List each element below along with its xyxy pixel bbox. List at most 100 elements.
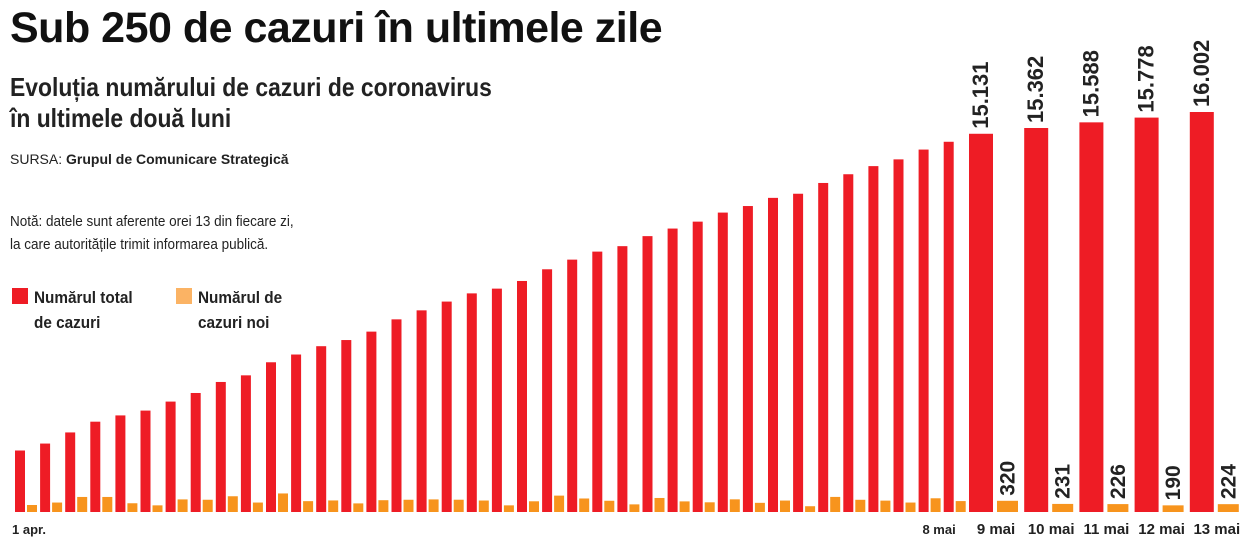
bar-new — [453, 499, 464, 512]
bar-new — [579, 498, 590, 512]
bar-new — [52, 502, 63, 512]
bar-new — [880, 500, 891, 512]
x-tick-label: 13 mai — [1193, 521, 1240, 538]
note-block: Notă: datele sunt aferente orei 13 din f… — [10, 210, 294, 256]
bar-total — [140, 410, 151, 512]
subtitle-line-1: Evoluția numărului de cazuri de coronavi… — [10, 72, 492, 102]
bar-total — [517, 280, 527, 512]
bar-new — [604, 500, 615, 512]
bar-total — [190, 392, 201, 512]
bar-total — [240, 375, 251, 512]
bar-total — [717, 212, 728, 512]
bar-total — [692, 221, 703, 512]
bar-total — [441, 301, 452, 512]
x-tick-label: 12 mai — [1138, 521, 1185, 538]
chart-subtitle: Evoluția numărului de cazuri de coronavi… — [10, 72, 492, 134]
bar-total — [391, 319, 402, 512]
bar-total — [466, 293, 477, 512]
bar-new — [278, 493, 288, 512]
bar-total — [667, 228, 678, 512]
x-tick-label: 8 mai — [922, 522, 955, 537]
bar-total — [90, 421, 101, 512]
bar-new — [780, 500, 790, 512]
bar-total — [567, 259, 578, 512]
bar-new — [1107, 504, 1129, 512]
bar-new — [997, 500, 1018, 512]
bar-new — [729, 499, 740, 512]
data-label-total: 16.002 — [1189, 40, 1214, 107]
subtitle-line-2: în ultimele două luni — [10, 103, 232, 133]
bar-total — [215, 381, 226, 512]
bar-total — [1024, 127, 1049, 513]
bar-new — [830, 496, 841, 512]
chart-title: Sub 250 de cazuri în ultimele zile — [10, 4, 663, 52]
bar-new — [353, 503, 364, 512]
bar-total — [15, 450, 25, 512]
source-name: Grupul de Comunicare Strategică — [66, 151, 289, 167]
legend-total: Numărul total de cazuri — [12, 285, 144, 335]
data-label-new: 190 — [1162, 465, 1185, 500]
bar-new — [805, 506, 816, 512]
data-label-total: 15.588 — [1078, 50, 1103, 117]
x-tick-label: 10 mai — [1028, 521, 1075, 538]
bar-new — [930, 498, 941, 512]
legend-new: Numărul de cazuri noi — [176, 285, 292, 335]
bar-total — [366, 331, 377, 512]
bar-new — [177, 499, 188, 512]
bar-total — [617, 246, 628, 512]
bar-new — [403, 499, 414, 512]
bar-new — [127, 503, 138, 512]
bar-total — [818, 182, 829, 512]
bar-total — [1134, 117, 1159, 512]
data-label-new: 226 — [1107, 464, 1130, 499]
bar-total — [165, 401, 176, 512]
legend-total-swatch — [12, 288, 28, 304]
bar-new — [152, 505, 163, 512]
bar-new — [955, 501, 966, 512]
bar-new — [27, 505, 37, 512]
legend-new-label: Numărul de cazuri noi — [198, 288, 283, 332]
bar-total — [1079, 122, 1104, 513]
data-label-total: 15.131 — [968, 61, 993, 128]
bar-total — [793, 193, 804, 512]
data-label-new: 231 — [1052, 464, 1075, 499]
legend-new-swatch — [176, 288, 192, 304]
bar-new — [328, 500, 339, 512]
bar-total — [416, 310, 427, 512]
bar-new — [252, 502, 263, 512]
bar-new — [704, 502, 715, 512]
bar-new — [554, 495, 565, 512]
bar-new — [529, 501, 539, 512]
bar-total — [266, 362, 276, 512]
bar-total — [40, 443, 51, 512]
bar-total — [1189, 112, 1214, 512]
data-label-total: 15.778 — [1134, 45, 1159, 112]
bar-total — [742, 206, 753, 512]
bar-new — [855, 499, 866, 512]
bar-new — [202, 499, 213, 512]
note-line-2: la care autoritățile trimit informarea p… — [10, 236, 269, 253]
x-tick-label: 9 mai — [977, 521, 1015, 538]
bar-total — [893, 159, 904, 512]
bar-new — [102, 496, 113, 512]
bar-total — [341, 340, 352, 512]
bar-total — [491, 288, 502, 512]
bar-new — [503, 505, 514, 512]
bar-total — [918, 149, 929, 512]
data-label-total: 15.362 — [1023, 56, 1048, 123]
bar-new — [77, 496, 88, 512]
bar-total — [291, 354, 302, 512]
data-label-new: 224 — [1217, 464, 1240, 499]
bar-new — [428, 499, 439, 512]
bar-total — [768, 197, 778, 513]
source-label: SURSA: — [10, 151, 63, 167]
x-tick-label: 11 mai — [1083, 521, 1129, 538]
x-tick-label: 1 apr. — [12, 522, 46, 537]
bar-total — [843, 174, 854, 512]
bar-total — [115, 415, 126, 512]
bar-total — [943, 141, 954, 512]
bar-new — [1162, 505, 1184, 512]
legend-total-label: Numărul total de cazuri — [34, 288, 133, 332]
bar-new — [754, 502, 765, 512]
